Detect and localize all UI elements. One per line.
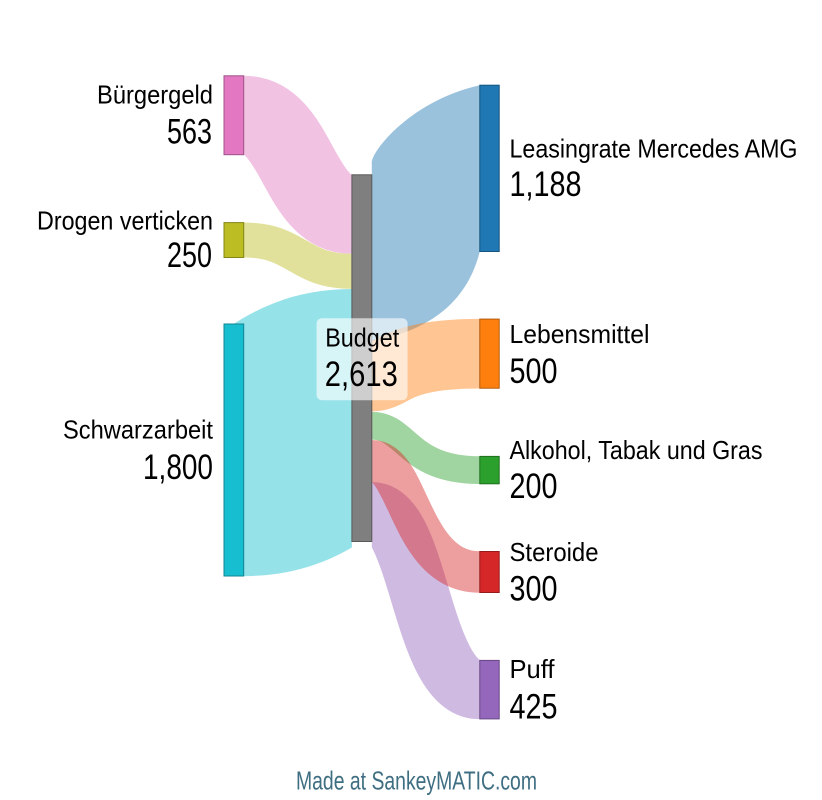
svg-text:1,188: 1,188: [510, 165, 582, 204]
svg-text:1,800: 1,800: [143, 448, 213, 487]
svg-text:Drogen verticken: Drogen verticken: [37, 207, 213, 235]
svg-text:Budget: Budget: [325, 325, 399, 353]
svg-text:Puff: Puff: [510, 656, 556, 684]
svg-text:Bürgergeld: Bürgergeld: [97, 81, 213, 109]
svg-text:Schwarzarbeit: Schwarzarbeit: [63, 416, 213, 444]
svg-text:Steroide: Steroide: [510, 539, 599, 567]
svg-text:Made at SankeyMATIC.com: Made at SankeyMATIC.com: [296, 767, 537, 795]
svg-text:250: 250: [167, 236, 212, 275]
svg-text:Lebensmittel: Lebensmittel: [510, 321, 650, 349]
svg-text:Alkohol, Tabak und Gras: Alkohol, Tabak und Gras: [510, 437, 763, 465]
svg-text:500: 500: [510, 352, 558, 391]
svg-text:563: 563: [167, 113, 212, 152]
svg-text:200: 200: [510, 467, 558, 506]
svg-text:2,613: 2,613: [325, 355, 398, 394]
svg-text:300: 300: [510, 570, 558, 609]
svg-text:Leasingrate Mercedes AMG: Leasingrate Mercedes AMG: [510, 136, 798, 164]
svg-text:425: 425: [510, 687, 558, 726]
